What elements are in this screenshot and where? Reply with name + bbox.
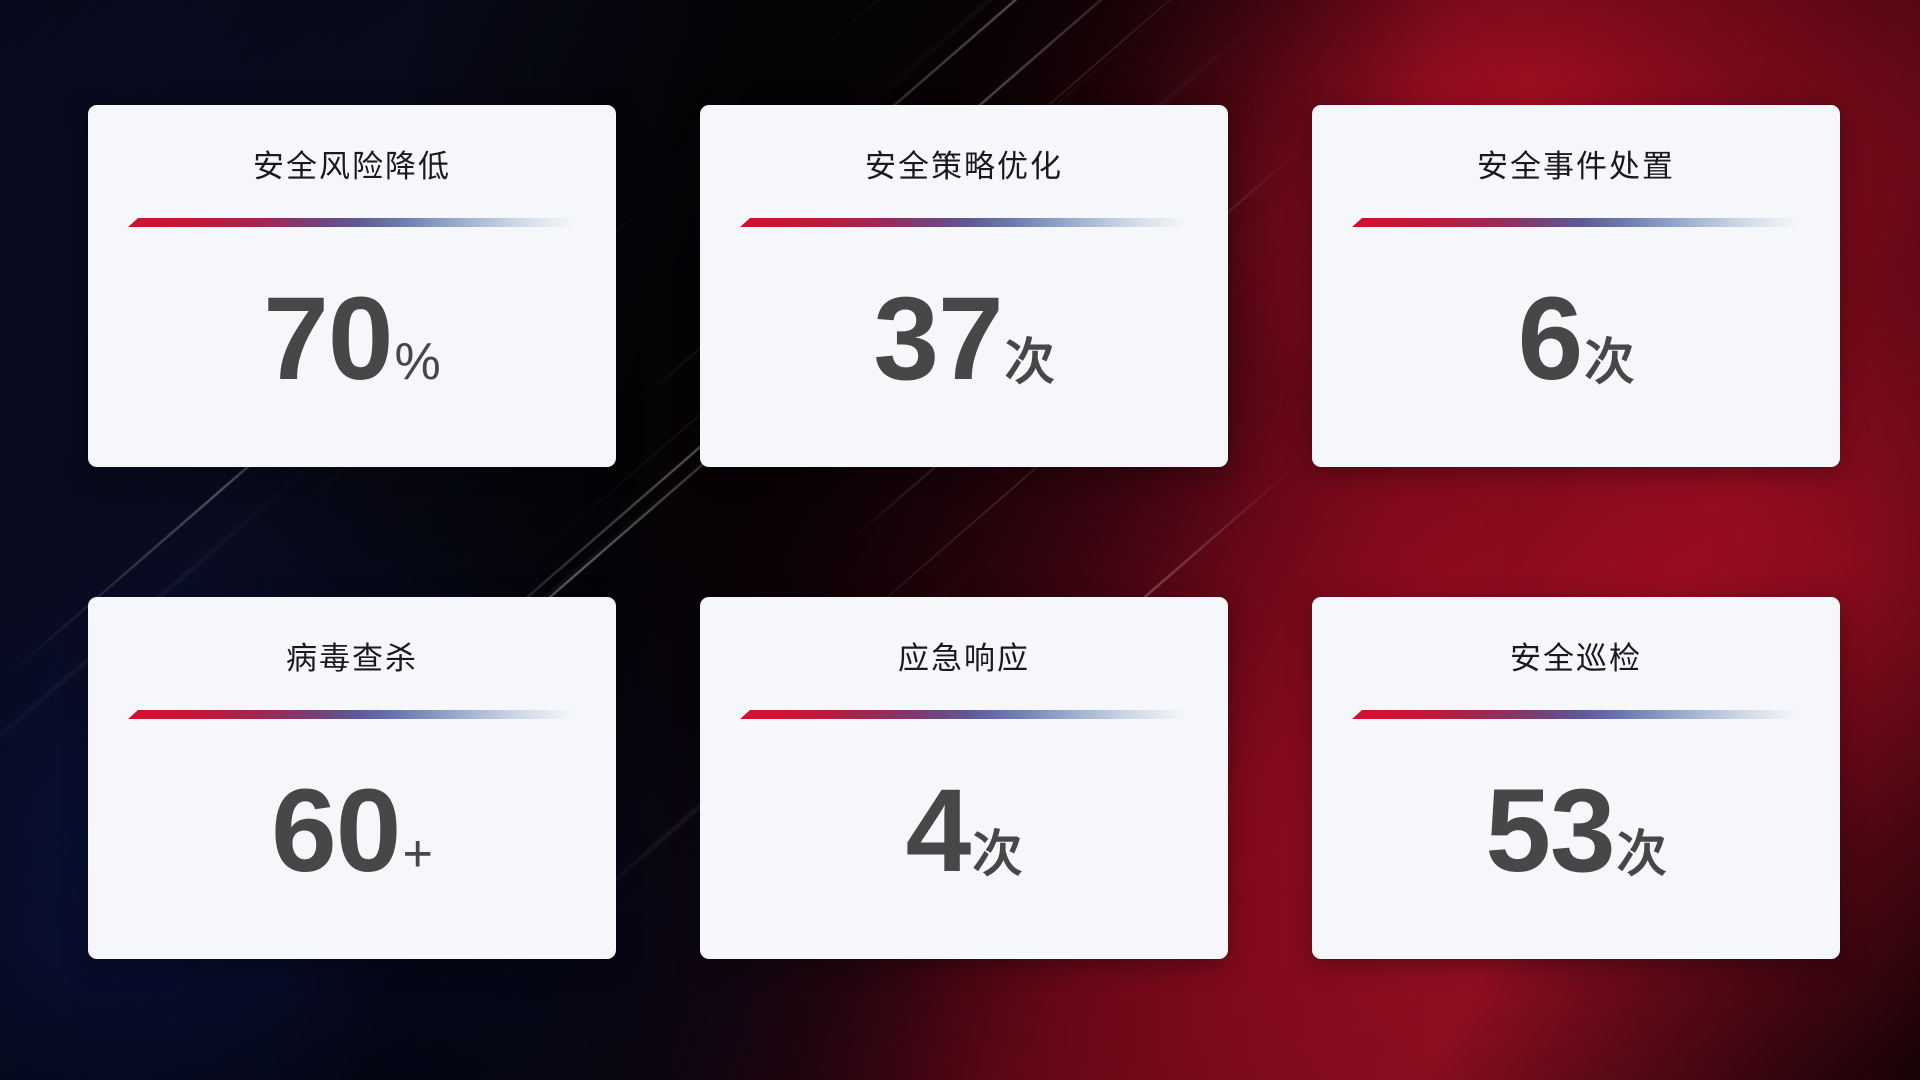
metric-value-unit: 次 (1004, 334, 1055, 391)
metric-value-row: 37 次 (873, 273, 1055, 406)
gradient-divider-bar (128, 218, 576, 227)
metric-value-unit: 次 (1616, 826, 1667, 883)
gradient-divider-bar (740, 218, 1188, 227)
metric-card[interactable]: 安全策略优化 37 次 (700, 105, 1228, 467)
metric-card-divider-wrap (128, 710, 576, 720)
metric-value-row: 53 次 (1485, 765, 1667, 898)
gradient-divider-bar (128, 710, 576, 719)
metric-card[interactable]: 安全事件处置 6 次 (1312, 105, 1840, 467)
metric-value-unit: % (394, 333, 441, 392)
metric-value-unit: + (402, 825, 433, 884)
metric-value-number: 4 (905, 765, 972, 898)
metric-card-divider-wrap (1352, 218, 1800, 228)
metric-value-number: 70 (263, 273, 393, 406)
metric-card[interactable]: 安全风险降低 70% (88, 105, 616, 467)
metric-card[interactable]: 安全巡检 53 次 (1312, 597, 1840, 959)
metric-card-title: 安全风险降低 (253, 149, 451, 184)
metric-value-row: 70% (263, 273, 441, 406)
metric-card[interactable]: 病毒查杀 60 + (88, 597, 616, 959)
metric-card-grid: 安全风险降低 70% 安全策略优化 37 次安全事件处置 6 次病毒查杀 60 + 应急响应 4 次安… (88, 105, 1840, 959)
metric-value-number: 6 (1517, 273, 1584, 406)
metric-value-number: 53 (1485, 765, 1615, 898)
metric-card-title: 安全策略优化 (865, 149, 1063, 184)
metric-value-unit: 次 (1584, 334, 1635, 391)
metric-card[interactable]: 应急响应 4 次 (700, 597, 1228, 959)
gradient-divider-bar (1352, 710, 1800, 719)
metric-card-title: 安全事件处置 (1477, 149, 1675, 184)
metric-value-number: 37 (873, 273, 1003, 406)
gradient-divider-bar (1352, 218, 1800, 227)
metric-card-title: 应急响应 (898, 641, 1030, 676)
metric-value-unit: 次 (972, 826, 1023, 883)
metric-card-title: 病毒查杀 (286, 641, 418, 676)
gradient-divider-bar (740, 710, 1188, 719)
metric-value-row: 60 + (271, 765, 433, 898)
metric-card-divider-wrap (128, 218, 576, 228)
metric-value-number: 60 (271, 765, 401, 898)
metric-card-title: 安全巡检 (1510, 641, 1642, 676)
metric-card-divider-wrap (740, 710, 1188, 720)
metric-card-divider-wrap (740, 218, 1188, 228)
metric-card-divider-wrap (1352, 710, 1800, 720)
